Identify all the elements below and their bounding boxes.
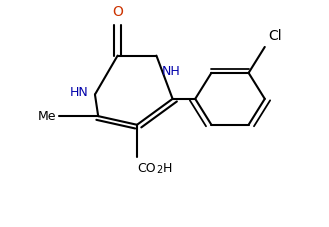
Text: 2: 2	[156, 165, 163, 175]
Text: H: H	[163, 162, 172, 175]
Text: Cl: Cl	[268, 29, 282, 43]
Text: NH: NH	[161, 65, 180, 78]
Text: HN: HN	[70, 86, 89, 99]
Text: Me: Me	[38, 110, 56, 123]
Text: CO: CO	[137, 162, 156, 175]
Text: O: O	[112, 5, 123, 19]
